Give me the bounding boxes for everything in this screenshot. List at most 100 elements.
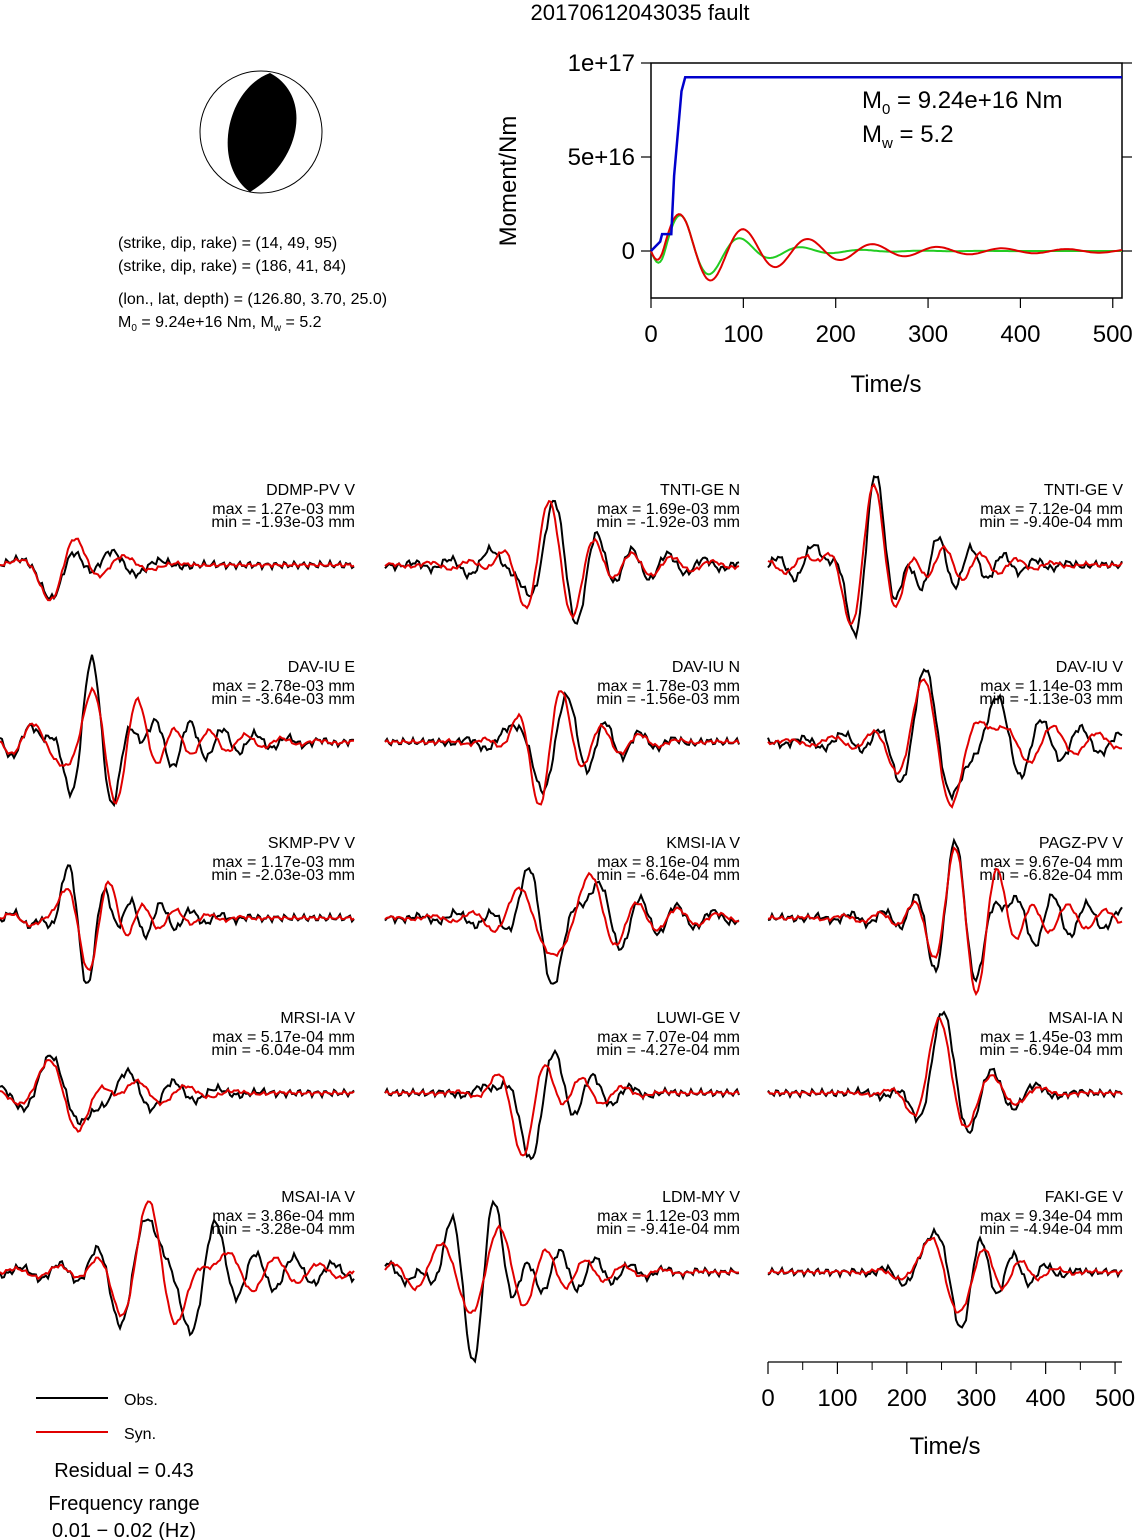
synthetic-trace — [0, 1058, 355, 1133]
station-max: max = 8.16e-04 mm — [597, 854, 740, 871]
station-max: max = 1.14e-03 mm — [980, 678, 1123, 695]
station-min: min = -4.94e-04 mm — [979, 1221, 1123, 1238]
moment-xtick-label: 0 — [644, 321, 657, 348]
beachball-icon — [199, 70, 323, 194]
synthetic-trace — [0, 537, 355, 602]
observed-trace — [767, 668, 1123, 802]
station-max: max = 1.78e-03 mm — [597, 678, 740, 695]
moment-xtick-label: 400 — [1000, 321, 1040, 348]
station-max: max = 1.12e-03 mm — [597, 1208, 740, 1225]
station-max: max = 5.17e-04 mm — [212, 1029, 355, 1046]
station-min: min = -9.40e-04 mm — [979, 514, 1123, 531]
legend-obs-label: Obs. — [124, 1392, 158, 1409]
station-max: max = 9.34e-04 mm — [980, 1208, 1123, 1225]
station-label: DAV-IU E — [288, 659, 355, 676]
residual-text: Residual = 0.43 — [54, 1460, 194, 1482]
synthetic-trace — [384, 690, 740, 806]
waveform-xtick-label: 500 — [1095, 1385, 1135, 1412]
station-min: min = -1.93e-03 mm — [211, 514, 355, 531]
figure-title: 20170612043035 fault — [531, 0, 750, 25]
synthetic-trace — [384, 871, 739, 958]
plane2-text: (strike, dip, rake) = (186, 41, 84) — [118, 258, 346, 275]
waveform-xlabel: Time/s — [909, 1433, 980, 1460]
waveform-xtick-label: 0 — [761, 1385, 774, 1412]
synthetic-trace — [767, 1236, 1123, 1314]
waveform-xtick-label: 400 — [1026, 1385, 1066, 1412]
station-min: min = -6.94e-04 mm — [979, 1042, 1123, 1059]
station-max: max = 7.12e-04 mm — [980, 501, 1123, 518]
station-label: DAV-IU V — [1056, 659, 1124, 676]
moment-ytick-label: 1e+17 — [568, 50, 635, 77]
legend: Obs. Syn. — [36, 1392, 158, 1443]
waveform-xtick-label: 300 — [956, 1385, 996, 1412]
synthetic-trace — [0, 686, 355, 805]
stf-red-line — [650, 213, 1123, 282]
synthetic-trace — [384, 1224, 740, 1314]
moment-chart: 0 100 200 300 400 500 1e+17 5e+16 0 Moment/Nm Ti… — [495, 50, 1133, 398]
synthetic-trace — [767, 678, 1123, 809]
waveform-time-axis: 0 100 200 300 400 500 Time/s — [761, 1361, 1135, 1460]
synthetic-trace — [0, 1200, 355, 1326]
m0-annotation: M0 = 9.24e+16 Nm — [862, 87, 1062, 118]
mw-annotation: Mw = 5.2 — [862, 121, 954, 152]
observed-trace — [384, 499, 740, 625]
moment-xtick-label: 300 — [908, 321, 948, 348]
moment-ytick-label: 0 — [622, 238, 635, 265]
station-min: min = -1.92e-03 mm — [596, 514, 740, 531]
waveform-xtick-label: 200 — [887, 1385, 927, 1412]
station-label: SKMP-PV V — [268, 835, 355, 852]
station-max: max = 9.67e-04 mm — [980, 854, 1123, 871]
station-min: min = -3.28e-04 mm — [211, 1221, 355, 1238]
moment-summary-text: M0 = 9.24e+16 Nm, Mw = 5.2 — [118, 314, 322, 334]
station-max: max = 2.78e-03 mm — [212, 678, 355, 695]
synthetic-trace — [0, 880, 355, 972]
station-label: MRSI-IA V — [280, 1010, 355, 1027]
observed-trace — [767, 1226, 1123, 1329]
station-label: DDMP-PV V — [266, 482, 355, 499]
station-max: max = 1.69e-03 mm — [597, 501, 740, 518]
synthetic-trace — [384, 499, 740, 620]
legend-syn-label: Syn. — [124, 1426, 156, 1443]
moment-xtick-label: 200 — [816, 321, 856, 348]
station-min: min = -6.04e-04 mm — [211, 1042, 355, 1059]
station-label: MSAI-IA N — [1048, 1010, 1123, 1027]
synthetic-trace — [767, 846, 1123, 997]
station-label: FAKI-GE V — [1045, 1189, 1124, 1206]
station-label: PAGZ-PV V — [1039, 835, 1123, 852]
station-max: max = 3.86e-04 mm — [212, 1208, 355, 1225]
station-max: max = 1.27e-03 mm — [212, 501, 355, 518]
frequency-value: 0.01 − 0.02 (Hz) — [52, 1520, 196, 1540]
station-label: MSAI-IA V — [281, 1189, 355, 1206]
station-label: TNTI-GE N — [660, 482, 740, 499]
station-min: min = -6.82e-04 mm — [979, 867, 1123, 884]
moment-xtick-label: 100 — [723, 321, 763, 348]
moment-ylabel: Moment/Nm — [495, 116, 522, 247]
moment-ytick-label: 5e+16 — [568, 144, 635, 171]
station-label: DAV-IU N — [672, 659, 740, 676]
station-label: LUWI-GE V — [656, 1010, 740, 1027]
moment-series-line — [650, 76, 1122, 252]
station-label: LDM-MY V — [662, 1189, 740, 1206]
station-max: max = 1.45e-03 mm — [980, 1029, 1123, 1046]
station-min: min = -4.27e-04 mm — [596, 1042, 740, 1059]
waveform-xtick-label: 100 — [817, 1385, 857, 1412]
station-label: KMSI-IA V — [666, 835, 740, 852]
observed-trace — [0, 654, 355, 808]
plane1-text: (strike, dip, rake) = (14, 49, 95) — [118, 235, 337, 252]
station-label: TNTI-GE V — [1044, 482, 1123, 499]
